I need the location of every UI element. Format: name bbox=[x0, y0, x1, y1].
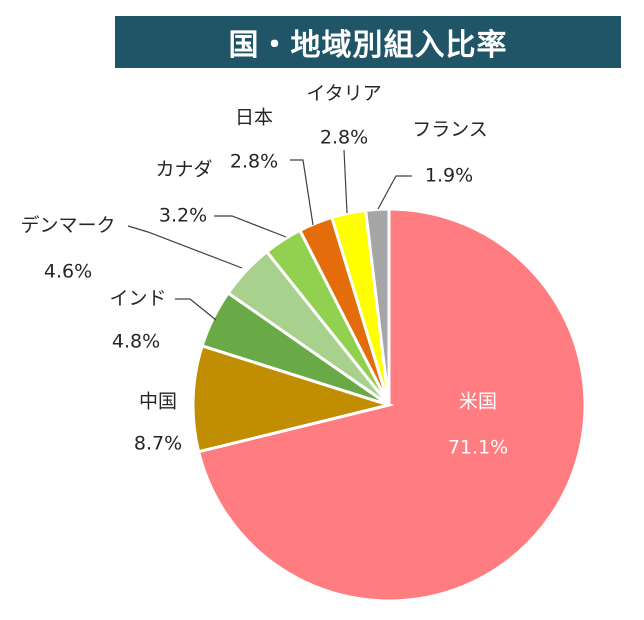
slice-value-label-us: 71.1% bbox=[448, 437, 508, 459]
slice-name-label-denmark: デンマーク bbox=[20, 215, 115, 237]
slice-value-label-india: 4.8% bbox=[112, 331, 160, 353]
leader-line-denmark bbox=[127, 225, 243, 269]
leader-line-italy bbox=[343, 149, 348, 214]
slice-value-label-japan: 2.8% bbox=[230, 151, 278, 173]
leader-line-japan bbox=[290, 159, 314, 226]
slice-name-label-canada: カナダ bbox=[155, 159, 212, 181]
slice-name-label-us: 米国 bbox=[459, 391, 497, 413]
slice-name-label-italy: イタリア bbox=[306, 83, 381, 105]
slice-value-label-canada: 3.2% bbox=[159, 205, 207, 227]
pie-slices bbox=[191, 207, 587, 603]
chart-title-bar: 国・地域別組入比率 bbox=[115, 16, 621, 68]
leader-line-india bbox=[175, 298, 217, 321]
leader-lines bbox=[127, 149, 412, 321]
slice-value-label-denmark: 4.6% bbox=[44, 261, 92, 283]
slice-value-label-china: 8.7% bbox=[134, 433, 182, 455]
slice-name-label-japan: 日本 bbox=[235, 107, 273, 129]
slice-name-label-china: 中国 bbox=[139, 391, 177, 413]
slice-name-label-india: インド bbox=[109, 288, 166, 310]
slice-value-label-france: 1.9% bbox=[425, 165, 473, 187]
slice-france bbox=[363, 207, 391, 406]
slice-value-label-italy: 2.8% bbox=[320, 127, 368, 149]
slice-china bbox=[191, 343, 395, 454]
chart-title: 国・地域別組入比率 bbox=[228, 28, 508, 63]
leader-line-france bbox=[377, 175, 412, 210]
slice-name-label-france: フランス bbox=[412, 119, 488, 141]
leader-line-canada bbox=[214, 215, 287, 238]
slice-labels: 米国 71.1% 中国 8.7% インド 4.8% デンマーク 4.6% カナダ 3.2% 日本 2.… bbox=[20, 83, 508, 459]
